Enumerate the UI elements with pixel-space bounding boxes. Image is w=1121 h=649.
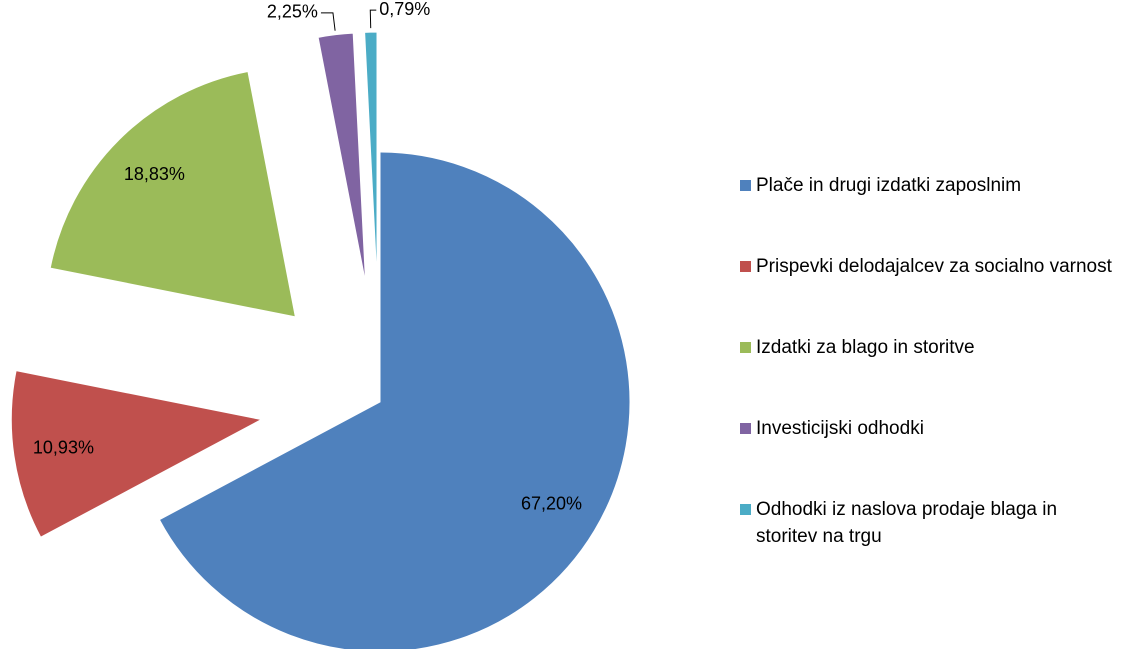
data-label: 18,83% — [124, 164, 185, 184]
legend-label: Izdatki za blago in storitve — [756, 337, 975, 358]
legend-entry: Plače in drugi izdatki zaposlnim — [740, 172, 1115, 253]
pie-slice — [364, 31, 378, 283]
data-label: 10,93% — [33, 438, 94, 458]
legend-label: Odhodki iz naslova prodaje blaga in stor… — [756, 499, 1058, 547]
pie-slice — [10, 370, 263, 538]
legend-label: Prispevki delodajalcev za socialno varno… — [756, 256, 1112, 277]
legend-swatch — [740, 342, 751, 353]
pie-slice — [49, 70, 297, 318]
legend-swatch — [740, 180, 751, 191]
data-label: 0,79% — [379, 0, 430, 19]
leader-line — [369, 9, 377, 29]
legend-swatch — [740, 423, 751, 434]
legend-entry: Izdatki za blago in storitve — [740, 334, 1115, 415]
leader-line — [320, 12, 336, 31]
legend-entry: Odhodki iz naslova prodaje blaga in stor… — [740, 496, 1115, 577]
legend-swatch — [740, 504, 751, 515]
data-label: 67,20% — [521, 494, 582, 514]
data-label: 2,25% — [267, 2, 318, 22]
legend-label: Plače in drugi izdatki zaposlnim — [756, 175, 1022, 196]
legend-entry: Investicijski odhodki — [740, 415, 1115, 496]
legend-label: Investicijski odhodki — [756, 418, 924, 439]
pie-slice — [158, 151, 631, 649]
pie-slice — [317, 32, 367, 283]
legend-swatch — [740, 261, 751, 272]
legend-entry: Prispevki delodajalcev za socialno varno… — [740, 253, 1115, 334]
legend: Plače in drugi izdatki zaposlnim Prispevk… — [740, 172, 1115, 577]
pie-area: 67,20% 10,93% 18,83% 2,25% 0,79% — [10, 0, 631, 649]
